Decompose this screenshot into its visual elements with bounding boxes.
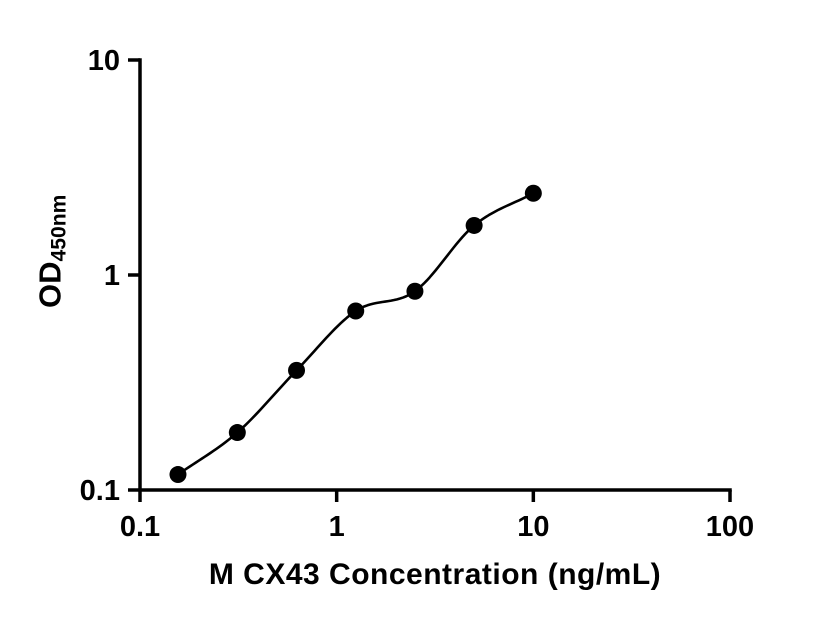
data-point (465, 216, 483, 234)
x-tick-label: 10 (517, 511, 549, 543)
data-point (228, 424, 246, 442)
y-tick-label: 10 (88, 45, 120, 77)
x-tick-label: 0.1 (120, 511, 160, 543)
axes-lines (138, 58, 732, 492)
data-point (288, 361, 306, 379)
y-axis-title-main: OD (32, 261, 68, 308)
y-tick-label: 1 (104, 260, 120, 292)
x-tick-label: 1 (329, 511, 345, 543)
x-tick-label: 100 (706, 511, 754, 543)
y-tick-label: 0.1 (80, 475, 120, 507)
y-axis-title-subscript: 450nm (47, 194, 71, 262)
data-point (169, 466, 187, 484)
x-axis-title: M CX43 Concentration (ng/mL) (208, 558, 662, 591)
data-point (347, 302, 365, 320)
data-point (524, 184, 542, 202)
data-point (406, 282, 424, 300)
y-axis-title: OD450nm (33, 101, 72, 401)
